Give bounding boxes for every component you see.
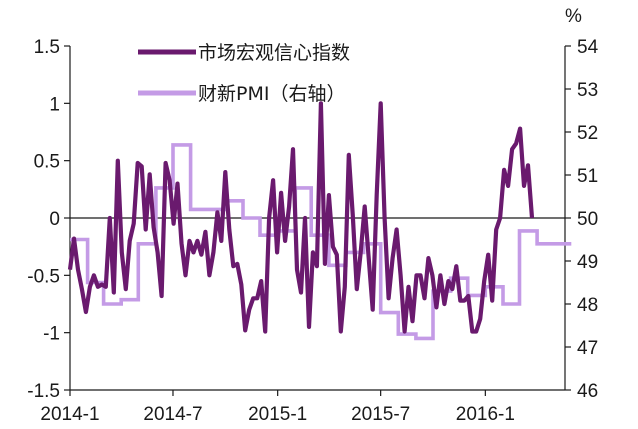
left-tick-label: 1 bbox=[49, 94, 60, 115]
legend-label-caixin-pmi: 财新PMI（右轴） bbox=[198, 83, 345, 105]
left-tick-label: -1.5 bbox=[27, 381, 60, 402]
right-tick-label: 47 bbox=[577, 338, 598, 359]
x-tick-label: 2014-1 bbox=[40, 404, 99, 425]
right-tick-label: 46 bbox=[577, 381, 598, 402]
series-line-macro-confidence bbox=[67, 101, 535, 334]
right-tick-label: 52 bbox=[577, 123, 598, 144]
left-tick-label: 0.5 bbox=[34, 152, 60, 173]
left-axis-ticks: 1.5 1 0.5 0 -0.5 -1 -1.5 bbox=[27, 37, 70, 402]
legend-label-macro-confidence: 市场宏观信心指数 bbox=[198, 42, 350, 64]
right-axis-ticks: 54 53 52 51 50 49 48 47 46 bbox=[565, 37, 599, 402]
right-tick-label: 50 bbox=[577, 209, 598, 230]
left-tick-label: -0.5 bbox=[27, 266, 60, 287]
left-tick-label: 0 bbox=[49, 209, 60, 230]
left-tick-label: -1 bbox=[43, 324, 60, 345]
right-tick-label: 54 bbox=[577, 37, 599, 58]
right-tick-label: 53 bbox=[577, 80, 598, 101]
left-tick-label: 1.5 bbox=[34, 37, 60, 58]
x-tick-label: 2016-1 bbox=[456, 404, 515, 425]
right-tick-label: 51 bbox=[577, 166, 598, 187]
x-tick-label: 2015-7 bbox=[351, 404, 410, 425]
x-tick-label: 2014-7 bbox=[143, 404, 202, 425]
x-axis-ticks: 2014-1 2014-7 2015-1 2015-7 2016-1 bbox=[40, 390, 515, 425]
x-tick-label: 2015-1 bbox=[248, 404, 307, 425]
series-lines bbox=[67, 101, 572, 341]
right-tick-label: 48 bbox=[577, 295, 598, 316]
right-tick-label: 49 bbox=[577, 252, 598, 273]
legend: 市场宏观信心指数 财新PMI（右轴） bbox=[138, 42, 350, 105]
right-axis-unit: % bbox=[565, 6, 582, 27]
